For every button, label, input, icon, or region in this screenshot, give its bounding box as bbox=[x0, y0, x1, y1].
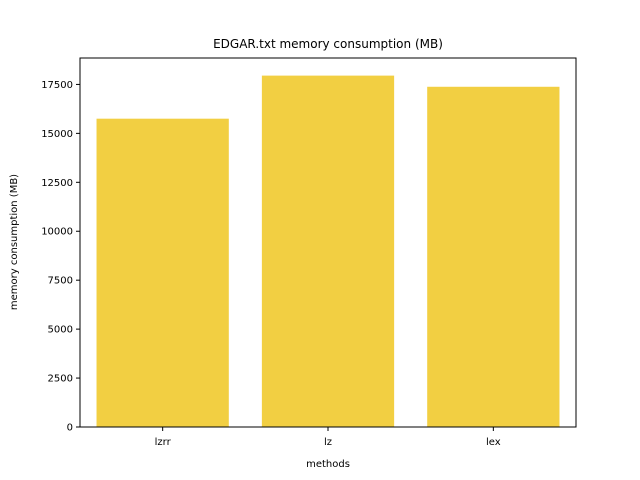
y-tick-label: 10000 bbox=[41, 227, 73, 238]
chart-title: EDGAR.txt memory consumption (MB) bbox=[213, 37, 443, 51]
y-tick-label: 0 bbox=[67, 423, 73, 434]
y-tick-label: 7500 bbox=[48, 276, 73, 287]
plot-frame bbox=[79, 57, 577, 428]
bar-lz bbox=[261, 75, 395, 427]
x-tick-label: lzrr bbox=[155, 437, 172, 448]
y-tick-label: 12500 bbox=[41, 178, 73, 189]
y-tick-label: 15000 bbox=[41, 129, 73, 140]
x-tick-label: lex bbox=[486, 437, 501, 448]
bar-lex bbox=[427, 86, 560, 428]
y-tick-label: 2500 bbox=[48, 374, 73, 385]
y-axis-ticks: 0 2500 5000 7500 10000 12500 15000 17500 bbox=[41, 80, 80, 434]
x-tick-label: lz bbox=[324, 437, 332, 448]
x-axis-label: methods bbox=[306, 459, 350, 470]
y-axis-label: memory consumption (MB) bbox=[9, 174, 20, 310]
x-axis-ticks: lzrr lz lex bbox=[155, 427, 501, 448]
y-tick-label: 5000 bbox=[48, 325, 73, 336]
bar-group bbox=[96, 75, 560, 428]
y-tick-label: 17500 bbox=[41, 80, 73, 91]
bar-lzrr bbox=[96, 118, 229, 427]
